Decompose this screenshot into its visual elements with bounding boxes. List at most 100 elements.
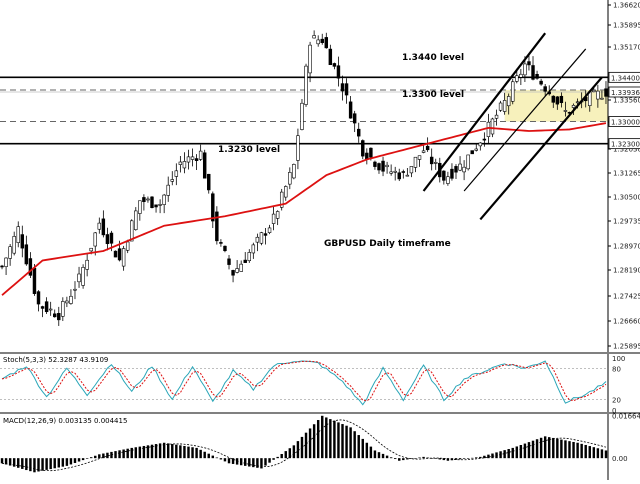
macd-histogram-bar — [515, 446, 519, 459]
macd-histogram-bar — [203, 451, 206, 459]
candle-body — [344, 83, 349, 96]
macd-histogram-bar — [191, 447, 194, 459]
candle-body — [8, 246, 12, 259]
candle-body — [4, 257, 8, 267]
annotation-2: 1.3230 level — [218, 145, 280, 155]
macd-histogram-bar — [304, 432, 308, 459]
candle-body — [73, 288, 77, 291]
macd-histogram-bar — [337, 422, 340, 459]
macd-histogram-bar — [69, 458, 73, 465]
candle-body — [190, 156, 195, 160]
price-tick-label: 1.30500 — [613, 194, 640, 202]
macd-histogram-bar — [219, 458, 223, 460]
macd-histogram-bar — [183, 445, 186, 459]
macd-histogram-bar — [454, 458, 458, 460]
candle-body — [377, 163, 381, 171]
macd-histogram-bar — [548, 437, 551, 459]
price-tick-label: 1.31265 — [613, 170, 640, 178]
level-badge-box — [608, 71, 640, 83]
macd-histogram-bar — [438, 458, 442, 460]
candle-body — [142, 197, 146, 203]
candle-body — [219, 242, 223, 244]
candle-body — [417, 155, 422, 160]
candle-body — [421, 150, 426, 153]
candle-body — [211, 193, 215, 222]
macd-histogram-bar — [179, 445, 182, 459]
candle-body — [482, 138, 487, 141]
annotation-3: GBPUSD Daily timeframe — [324, 239, 451, 249]
macd-histogram-bar — [199, 449, 202, 459]
candle-body — [381, 160, 385, 172]
candle-body — [340, 83, 345, 92]
price-tick-label: 1.36620 — [613, 2, 640, 10]
candle-body — [474, 148, 478, 151]
candle-body — [130, 220, 134, 242]
candle-body — [251, 244, 256, 254]
macd-histogram-bar — [588, 446, 591, 459]
macd-histogram-bar — [223, 458, 227, 462]
candle-body — [458, 163, 462, 171]
candle-body — [304, 65, 308, 105]
macd-histogram-bar — [312, 424, 316, 459]
candle-body — [288, 172, 292, 185]
candle-body — [328, 48, 333, 66]
macd-histogram-bar — [8, 458, 12, 466]
candle-body — [494, 114, 499, 119]
macd-histogram-bar — [207, 453, 210, 459]
stoch-background — [0, 354, 640, 412]
macd-histogram-bar — [158, 443, 162, 459]
macd-histogram-bar — [284, 451, 287, 459]
macd-histogram-bar — [272, 458, 275, 460]
candle-body — [405, 174, 410, 177]
macd-histogram-bar — [215, 457, 219, 459]
macd-histogram-bar — [138, 446, 142, 459]
macd-histogram-bar — [171, 444, 174, 459]
candle-body — [271, 213, 276, 224]
macd-histogram-bar — [166, 443, 170, 459]
macd-histogram-bar — [600, 449, 604, 459]
macd-histogram-bar — [381, 453, 385, 459]
candle-body — [85, 259, 89, 270]
macd-histogram-bar — [503, 450, 506, 459]
stoch-tick-label: 80 — [612, 365, 621, 373]
macd-histogram-bar — [531, 440, 535, 459]
level-badge-box — [608, 138, 640, 150]
candle-body — [373, 161, 377, 167]
macd-histogram-bar — [487, 454, 490, 459]
level-badge-label: 1.34400 — [611, 74, 640, 82]
main-panel-background — [0, 0, 640, 352]
candle-body — [389, 171, 393, 174]
level-badge-box — [608, 86, 640, 98]
candle-body — [466, 154, 470, 170]
macd-histogram-bar — [73, 458, 77, 463]
macd-histogram-bar — [175, 444, 178, 459]
candle-body — [352, 113, 357, 124]
candle-body — [28, 258, 33, 276]
macd-histogram-bar — [37, 458, 40, 472]
macd-histogram-bar — [458, 458, 462, 460]
macd-histogram-bar — [470, 457, 474, 459]
macd-histogram-bar — [49, 458, 52, 470]
candle-body — [563, 110, 568, 112]
candle-body — [121, 248, 126, 267]
macd-histogram-bar — [61, 458, 65, 467]
channel-line-0 — [422, 32, 547, 192]
candle-body — [486, 121, 491, 137]
macd-signal-line — [1, 419, 607, 472]
candle-body — [555, 96, 560, 105]
candle-body — [162, 194, 166, 205]
macd-tick-label: 0.016647 — [612, 412, 640, 420]
macd-histogram-bar — [150, 444, 154, 459]
annotation-1: 1.3300 level — [402, 90, 464, 100]
macd-histogram-bar — [535, 439, 539, 459]
candle-body — [166, 184, 170, 196]
candle-body — [105, 234, 110, 245]
macd-histogram-bar — [475, 457, 478, 459]
candle-body — [397, 172, 401, 180]
macd-histogram-bar — [94, 455, 97, 459]
candle-body — [498, 102, 503, 111]
candle-body — [316, 39, 320, 45]
candle-body — [198, 150, 203, 160]
candle-body — [223, 245, 227, 252]
macd-histogram-bar — [410, 458, 413, 459]
